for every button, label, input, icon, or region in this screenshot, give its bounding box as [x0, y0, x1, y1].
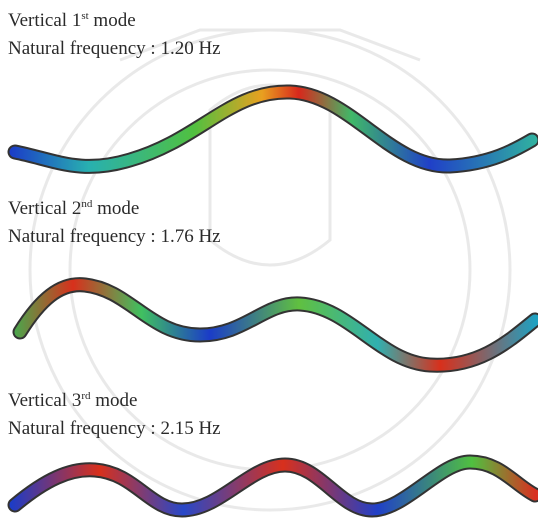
natural-frequency: Natural frequency : 2.15 Hz: [8, 418, 221, 440]
ordinal-suffix: rd: [81, 390, 90, 402]
mode-title-text: mode: [92, 198, 139, 219]
mode-title-text: Vertical 2: [8, 198, 81, 219]
mode-title: Vertical 3rd mode: [8, 390, 137, 412]
mode-shape-band: [20, 285, 535, 366]
mode-shape-band: [15, 92, 532, 166]
figure: [0, 0, 538, 523]
ordinal-suffix: nd: [81, 198, 92, 210]
page: Vertical 1st mode Natural frequency : 1.…: [0, 0, 538, 523]
mode-shape-band: [15, 92, 532, 166]
mode-title-text: mode: [89, 10, 136, 31]
mode-title-text: Vertical 1: [8, 10, 81, 31]
ordinal-suffix: st: [81, 10, 88, 22]
mode-shape-band: [20, 285, 535, 366]
mode-title: Vertical 1st mode: [8, 10, 136, 32]
natural-frequency: Natural frequency : 1.20 Hz: [8, 38, 221, 60]
mode-shape-band: [15, 462, 535, 510]
mode-title: Vertical 2nd mode: [8, 198, 139, 220]
natural-frequency: Natural frequency : 1.76 Hz: [8, 226, 221, 248]
mode-title-text: Vertical 3: [8, 390, 81, 411]
mode-title-text: mode: [91, 390, 138, 411]
